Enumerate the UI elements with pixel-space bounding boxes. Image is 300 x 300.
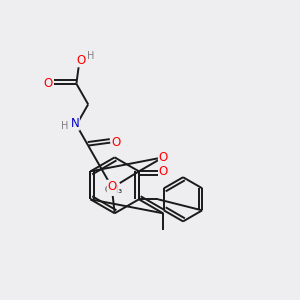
Text: H: H (87, 51, 95, 61)
Text: O: O (76, 54, 86, 67)
Text: O: O (112, 136, 121, 149)
Text: H: H (61, 122, 68, 131)
Text: O: O (158, 151, 168, 164)
Text: CH₃: CH₃ (105, 185, 123, 196)
Text: N: N (70, 117, 79, 130)
Text: O: O (107, 180, 116, 193)
Text: O: O (44, 77, 53, 90)
Text: O: O (159, 165, 168, 178)
